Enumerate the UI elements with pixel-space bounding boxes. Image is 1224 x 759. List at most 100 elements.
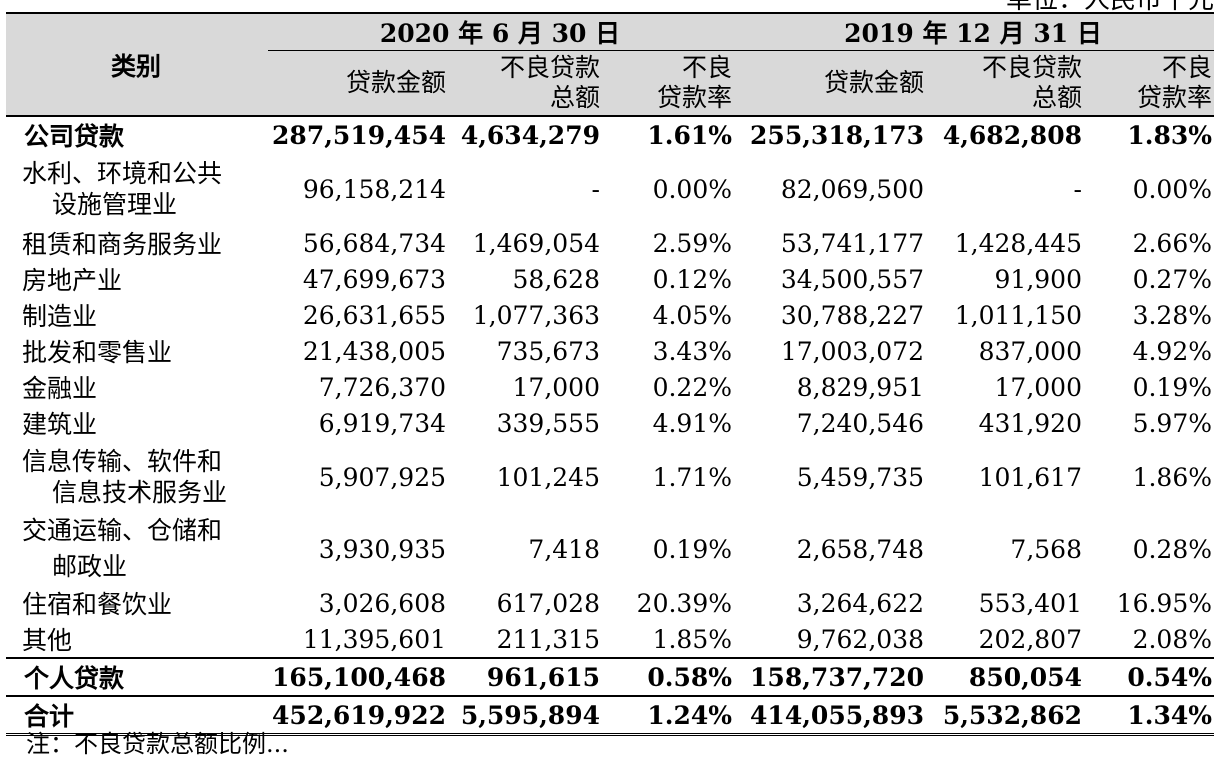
cell: 7,240,546 bbox=[796, 408, 924, 438]
row-label: 住宿和餐饮业 bbox=[22, 590, 173, 619]
cell: 47,699,673 bbox=[302, 264, 446, 294]
cell: 0.00% bbox=[1132, 174, 1212, 204]
cell: 5,459,735 bbox=[796, 462, 924, 492]
cell: 17,000 bbox=[512, 372, 600, 402]
cell: 20.39% bbox=[636, 588, 732, 618]
cell: 16.95% bbox=[1116, 588, 1212, 618]
row-label: 批发和零售业 bbox=[22, 338, 173, 367]
cell: 850,054 bbox=[968, 662, 1082, 692]
npl-total-header: 不良贷款 总额 bbox=[926, 50, 1084, 116]
cell: 1.71% bbox=[652, 462, 732, 492]
cell: 5,532,862 bbox=[942, 700, 1082, 730]
cell: 4,682,808 bbox=[942, 120, 1082, 150]
row-label: 建筑业 bbox=[22, 410, 98, 439]
cell: 3.43% bbox=[652, 336, 732, 366]
cell: - bbox=[591, 174, 600, 204]
cell: 58,628 bbox=[512, 264, 600, 294]
cell: 211,315 bbox=[496, 624, 600, 654]
table-row: 批发和零售业 21,438,005 735,673 3.43% 17,003,0… bbox=[6, 333, 1214, 369]
table-row: 住宿和餐饮业 3,026,608 617,028 20.39% 3,264,62… bbox=[6, 585, 1214, 621]
cell: 5,907,925 bbox=[318, 462, 446, 492]
cell: 7,568 bbox=[1010, 534, 1082, 564]
table-row: 金融业 7,726,370 17,000 0.22% 8,829,951 17,… bbox=[6, 369, 1214, 405]
table-row: 房地产业 47,699,673 58,628 0.12% 34,500,557 … bbox=[6, 261, 1214, 297]
cell: 735,673 bbox=[496, 336, 600, 366]
row-label: 公司贷款 bbox=[24, 122, 125, 151]
row-label: 租赁和商务服务业 bbox=[22, 230, 223, 259]
cell: 91,900 bbox=[994, 264, 1082, 294]
period-2019-header: 2019 年 12 月 31 日 bbox=[734, 13, 1214, 51]
cell: 4.05% bbox=[652, 300, 732, 330]
npl-total-header: 不良贷款 总额 bbox=[448, 50, 602, 116]
cell: 1,011,150 bbox=[954, 300, 1082, 330]
unit-note: 单位：人民币千元 bbox=[1005, 0, 1214, 15]
cell: 5,595,894 bbox=[460, 700, 600, 730]
cell: 101,617 bbox=[978, 462, 1082, 492]
table-row: 信息传输、软件和 信息技术服务业 5,907,925 101,245 1.71% … bbox=[6, 441, 1214, 513]
cell: 101,245 bbox=[496, 462, 600, 492]
table-row: 制造业 26,631,655 1,077,363 4.05% 30,788,22… bbox=[6, 297, 1214, 333]
cell: 21,438,005 bbox=[302, 336, 446, 366]
cell: 17,003,072 bbox=[780, 336, 924, 366]
row-label: 房地产业 bbox=[22, 266, 123, 295]
cell: 255,318,173 bbox=[750, 120, 924, 150]
cell: 0.27% bbox=[1132, 264, 1212, 294]
cell: 1,077,363 bbox=[472, 300, 600, 330]
table-body: 公司贷款 287,519,454 4,634,279 1.61% 255,318… bbox=[6, 116, 1214, 735]
table-row: 其他 11,395,601 211,315 1.85% 9,762,038 20… bbox=[6, 621, 1214, 658]
row-label: 合计 bbox=[24, 702, 75, 731]
cell: 0.54% bbox=[1127, 662, 1212, 692]
cell: 1.24% bbox=[647, 700, 732, 730]
cell: 0.22% bbox=[652, 372, 732, 402]
cell: 1.34% bbox=[1127, 700, 1212, 730]
cell: 617,028 bbox=[496, 588, 600, 618]
cell: 53,741,177 bbox=[780, 228, 924, 258]
cell: 0.00% bbox=[652, 174, 732, 204]
cell: 9,762,038 bbox=[796, 624, 924, 654]
cell: 7,726,370 bbox=[318, 372, 446, 402]
cell: 4.92% bbox=[1132, 336, 1212, 366]
cell: 2.59% bbox=[652, 228, 732, 258]
cell: 3,264,622 bbox=[796, 588, 924, 618]
cell: 837,000 bbox=[978, 336, 1082, 366]
table-header: 类别 2020 年 6 月 30 日 2019 年 12 月 31 日 贷款金额… bbox=[6, 13, 1214, 116]
cell: 5.97% bbox=[1132, 408, 1212, 438]
cell: - bbox=[1073, 174, 1082, 204]
npl-ratio-header: 不良 贷款率 bbox=[602, 50, 734, 116]
row-label: 交通运输、仓储和 邮政业 bbox=[22, 516, 223, 581]
footnote: 注：不良贷款总额比例... bbox=[26, 730, 289, 758]
cell: 339,555 bbox=[496, 408, 600, 438]
table-row: 租赁和商务服务业 56,684,734 1,469,054 2.59% 53,7… bbox=[6, 225, 1214, 261]
row-label: 金融业 bbox=[22, 374, 98, 403]
cell: 0.58% bbox=[647, 662, 732, 692]
table-row: 个人贷款 165,100,468 961,615 0.58% 158,737,7… bbox=[6, 658, 1214, 696]
cell: 2.66% bbox=[1132, 228, 1212, 258]
cell: 3,930,935 bbox=[318, 534, 446, 564]
npl-ratio-header: 不良 贷款率 bbox=[1084, 50, 1214, 116]
row-label: 个人贷款 bbox=[24, 664, 125, 693]
cell: 4.91% bbox=[652, 408, 732, 438]
table-row: 公司贷款 287,519,454 4,634,279 1.61% 255,318… bbox=[6, 116, 1214, 153]
period-2020-header: 2020 年 6 月 30 日 bbox=[268, 13, 734, 51]
cell: 0.19% bbox=[652, 534, 732, 564]
cell: 7,418 bbox=[528, 534, 600, 564]
cell: 4,634,279 bbox=[460, 120, 600, 150]
cell: 0.12% bbox=[652, 264, 732, 294]
cell: 11,395,601 bbox=[302, 624, 446, 654]
cell: 287,519,454 bbox=[272, 120, 446, 150]
cell: 1.85% bbox=[652, 624, 732, 654]
cell: 56,684,734 bbox=[302, 228, 446, 258]
cell: 6,919,734 bbox=[318, 408, 446, 438]
cell: 431,920 bbox=[978, 408, 1082, 438]
loan-amount-header: 贷款金额 bbox=[734, 50, 926, 116]
table-row: 交通运输、仓储和 邮政业 3,930,935 7,418 0.19% 2,658,… bbox=[6, 513, 1214, 585]
cell: 158,737,720 bbox=[750, 662, 924, 692]
cell: 26,631,655 bbox=[302, 300, 446, 330]
cell: 165,100,468 bbox=[272, 662, 446, 692]
cell: 17,000 bbox=[994, 372, 1082, 402]
row-label: 信息传输、软件和 信息技术服务业 bbox=[22, 447, 228, 507]
cell: 34,500,557 bbox=[780, 264, 924, 294]
cell: 1,428,445 bbox=[954, 228, 1082, 258]
cell: 452,619,922 bbox=[272, 700, 446, 730]
row-label: 其他 bbox=[22, 626, 73, 655]
